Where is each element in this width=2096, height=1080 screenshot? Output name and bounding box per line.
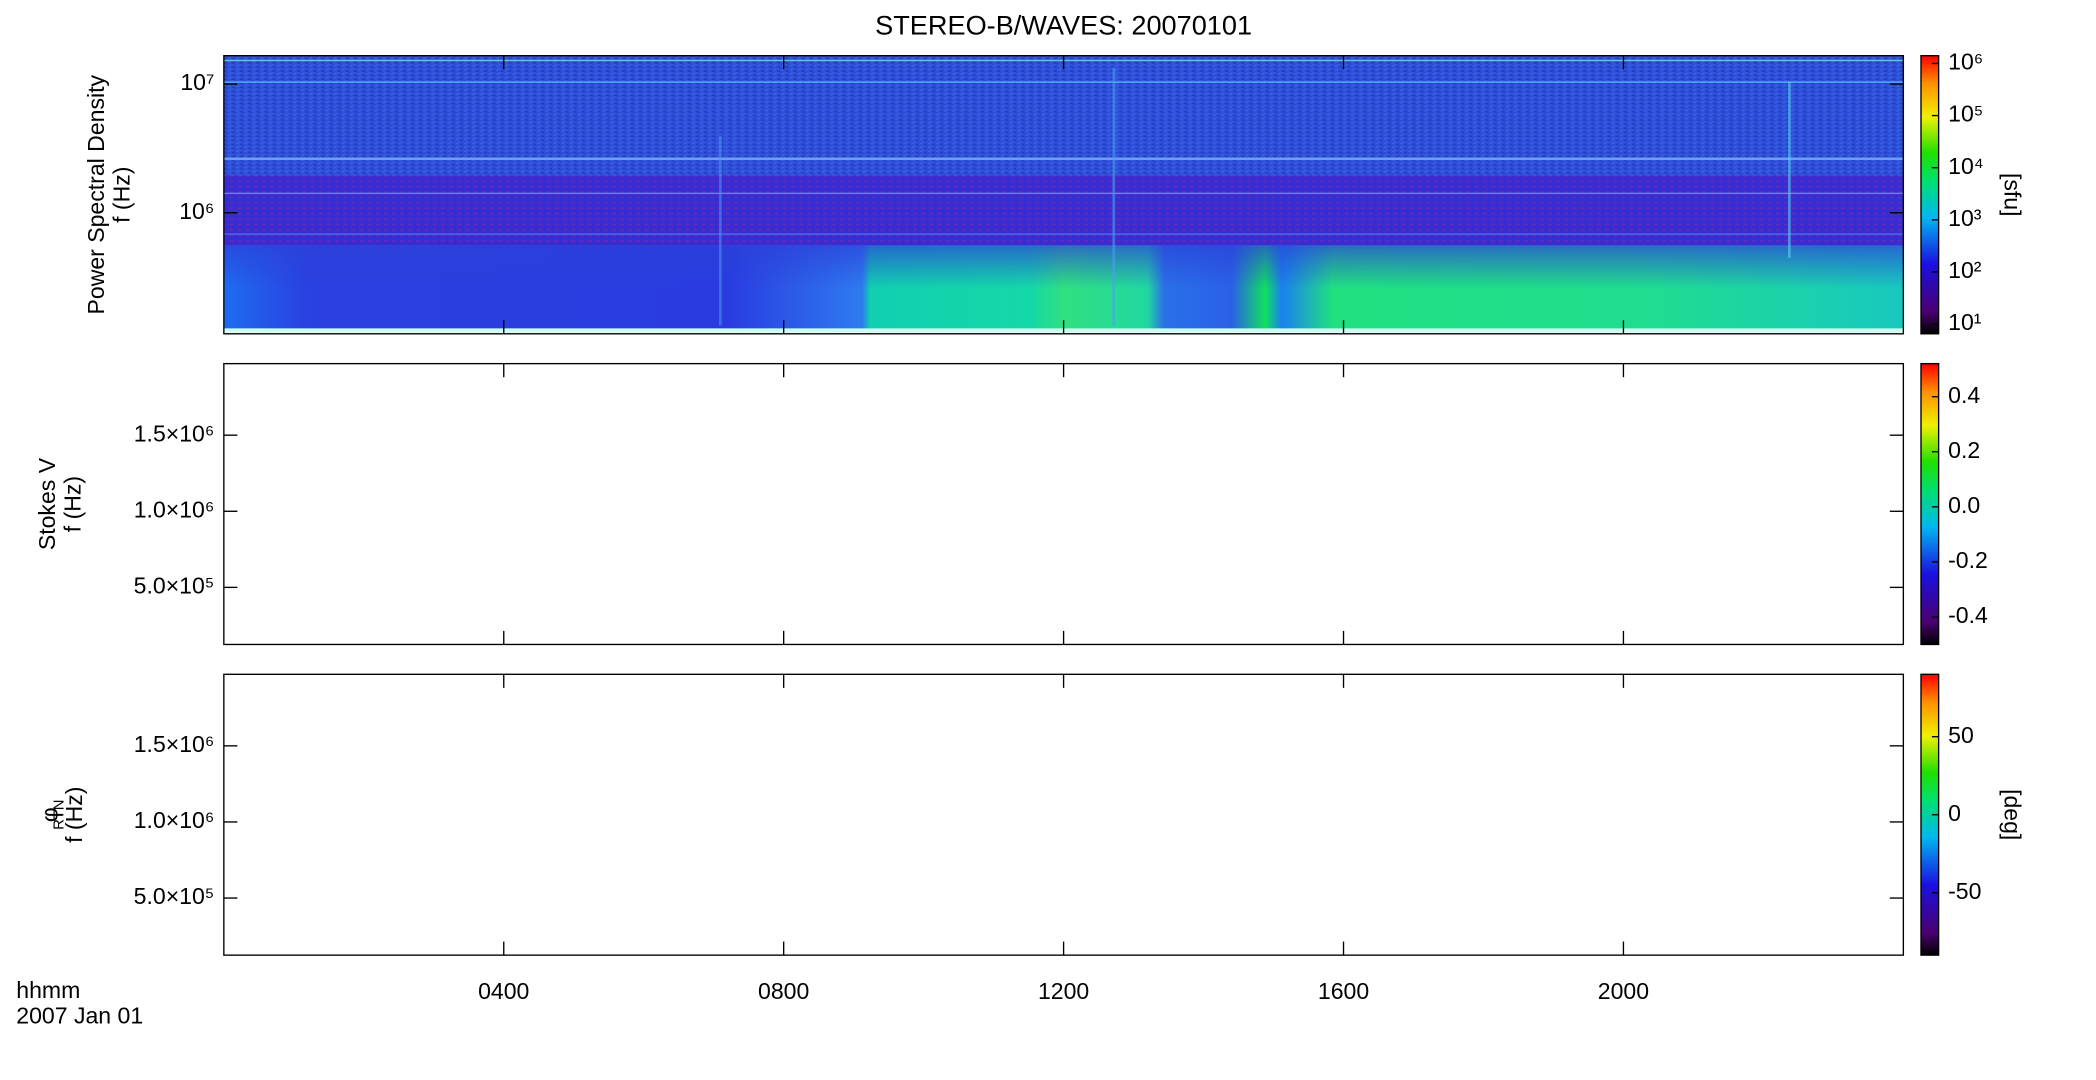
colorbar (1920, 55, 1940, 335)
plot-frame (223, 362, 1905, 646)
y-tick-label: 1.5×10⁶ (134, 420, 215, 446)
colorbar-tick-label: 50 (1948, 722, 1974, 748)
x-tick-label: 1200 (1038, 978, 1089, 1004)
colorbar-tick-label: 0.4 (1948, 382, 1980, 408)
y-axis-label: f (Hz) (109, 167, 135, 223)
colorbar (1920, 362, 1940, 646)
colorbar-label: [sfu] (1999, 173, 2025, 217)
colorbar-tick-label: 10⁴ (1948, 153, 1984, 179)
y-axis-label: φ (37, 807, 63, 822)
chart-title: STEREO-B/WAVES: 20070101 (875, 9, 1252, 40)
colorbar-tick-label: 10¹ (1948, 309, 1982, 335)
colorbar-tick-label: 0.0 (1948, 492, 1980, 518)
y-axis-label: Stokes V (34, 457, 60, 550)
y-axis-label: f (Hz) (61, 787, 87, 843)
colorbar-tick-label: 10⁵ (1948, 101, 1983, 127)
y-tick-label: 1.5×10⁶ (134, 731, 215, 757)
colorbar-label: [deg] (1999, 789, 2025, 840)
colorbar-tick-label: 10² (1948, 257, 1982, 283)
colorbar-tick-label: 10⁶ (1948, 49, 1983, 75)
colorbar-tick-label: 0 (1948, 800, 1961, 826)
y-tick-label: 10⁶ (179, 198, 214, 224)
colorbar-tick-label: -0.4 (1948, 602, 1988, 628)
y-axis-label: f (Hz) (60, 476, 86, 532)
colorbar-tick-label: -0.2 (1948, 547, 1988, 573)
colorbar-tick-label: 10³ (1948, 205, 1982, 231)
y-axis-label: Power Spectral Density (83, 74, 109, 314)
y-axis-label: RTN (51, 800, 68, 830)
y-tick-label: 1.0×10⁶ (134, 496, 215, 522)
y-tick-label: 10⁷ (180, 69, 214, 95)
y-tick-label: 5.0×10⁵ (134, 572, 215, 598)
y-tick-label: 5.0×10⁵ (134, 883, 215, 909)
plot-frame (223, 673, 1905, 956)
x-tick-label: 0800 (758, 978, 809, 1004)
x-axis-label: 2007 Jan 01 (16, 1003, 143, 1029)
spectrogram (223, 55, 1904, 333)
x-tick-label: 1600 (1318, 978, 1369, 1004)
colorbar-tick-label: -50 (1948, 878, 1981, 904)
x-tick-label: 0400 (478, 978, 529, 1004)
colorbar-tick-label: 0.2 (1948, 437, 1980, 463)
y-tick-label: 1.0×10⁶ (134, 807, 215, 833)
x-axis-label: hhmm (16, 977, 80, 1003)
x-tick-label: 2000 (1598, 978, 1649, 1004)
